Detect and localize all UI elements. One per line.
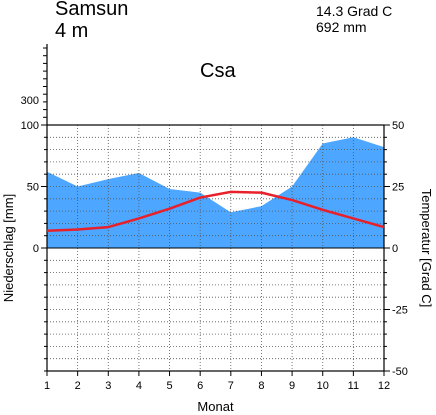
temp-tick-label: 0 — [392, 243, 398, 255]
y-axis-label-right: Temperatur [Grad C] — [419, 189, 434, 308]
temperature-line — [46, 190, 385, 233]
climate-class: Csa — [200, 60, 236, 82]
annual-precipitation: 692 mm — [316, 19, 367, 35]
annual-temperature: 14.3 Grad C — [316, 3, 393, 19]
y-axis-label-left: Niederschlag [mm] — [1, 194, 16, 302]
temp-tick-label: -50 — [392, 366, 408, 378]
month-tick-label: 3 — [105, 380, 111, 392]
x-axis-label: Monat — [197, 399, 234, 414]
temp-tick-label: 25 — [392, 182, 404, 194]
month-tick-label: 9 — [289, 380, 295, 392]
month-tick-label: 6 — [197, 380, 203, 392]
precip-tick-label: 0 — [33, 243, 39, 255]
precip-tick-label: 100 — [21, 120, 39, 132]
month-tick-label: 1 — [44, 380, 50, 392]
month-tick-label: 2 — [75, 380, 81, 392]
month-tick-label: 8 — [258, 380, 264, 392]
month-tick-label: 5 — [166, 380, 172, 392]
precip-tick-label: 300 — [21, 95, 39, 107]
temp-tick-label: -25 — [392, 305, 408, 317]
month-tick-label: 11 — [348, 380, 359, 392]
station-elevation: 4 m — [55, 20, 89, 42]
temp-tick-label: 50 — [392, 120, 404, 132]
month-tick-label: 12 — [378, 380, 390, 392]
month-tick-label: 4 — [136, 380, 142, 392]
month-tick-label: 7 — [228, 380, 234, 392]
precip-tick-label: 50 — [27, 182, 39, 194]
precipitation-area — [47, 137, 384, 248]
station-name: Samsun — [55, 0, 129, 20]
month-tick-label: 10 — [317, 380, 329, 392]
